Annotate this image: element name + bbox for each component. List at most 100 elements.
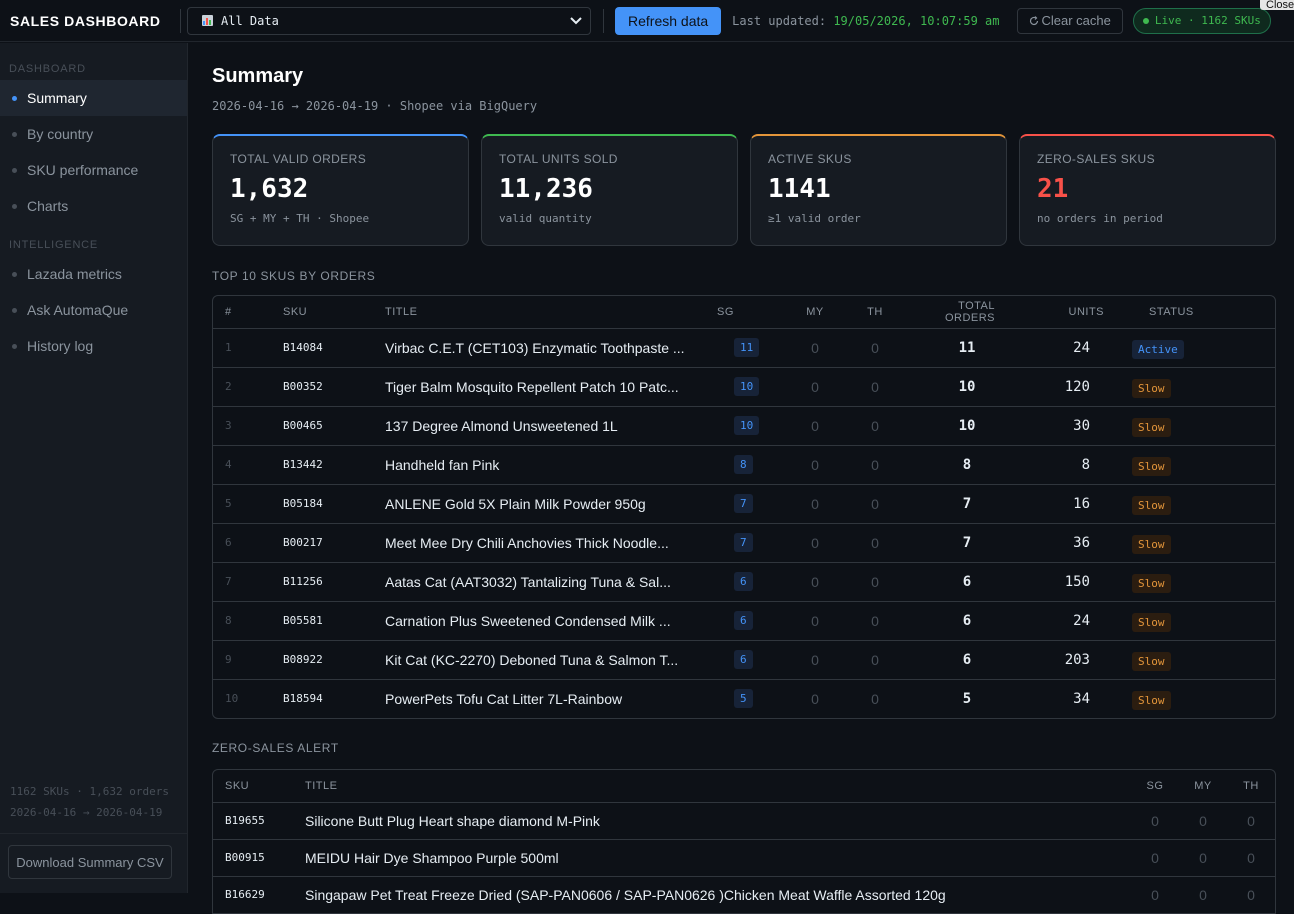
sidebar-item-by-country[interactable]: By country — [0, 116, 187, 152]
my-cell: 0 — [785, 523, 845, 563]
live-status-label: Live · 1162 SKUs — [1154, 14, 1261, 27]
status-badge: Slow — [1132, 573, 1171, 593]
bullet-icon — [12, 167, 17, 173]
status-cell: Slow — [1129, 562, 1275, 602]
my-cell: 0 — [1179, 802, 1227, 840]
sg-count-pill: 5 — [734, 689, 753, 709]
sg-cell: 8 — [717, 445, 785, 485]
col-header-sku[interactable]: SKU — [213, 770, 305, 803]
table-row[interactable]: 3 B00465 137 Degree Almond Unsweetened 1L 1… — [213, 406, 1275, 446]
total-orders-cell: 11 — [905, 328, 1017, 368]
th-cell: 0 — [845, 406, 905, 446]
sku-cell: B13442 — [283, 445, 385, 485]
sidebar-item-label: History log — [27, 338, 94, 354]
title-text: Meet Mee Dry Chili Anchovies Thick Noodl… — [385, 534, 669, 551]
kpi-hint: SG + MY + TH · Shopee — [230, 212, 370, 225]
kpi-hint: no orders in period — [1037, 212, 1163, 225]
table-row[interactable]: B00915 MEIDU Hair Dye Shampoo Purple 500m… — [213, 839, 1275, 877]
sidebar-item-summary[interactable]: Summary — [0, 80, 187, 116]
status-badge: Slow — [1132, 378, 1171, 398]
clear-cache-button[interactable]: Clear cache — [1016, 7, 1123, 34]
col-header-status[interactable]: STATUS — [1129, 296, 1275, 329]
sidebar-item-ask-automaque[interactable]: Ask AutomaQue — [0, 292, 187, 328]
refresh-data-button[interactable]: Refresh data — [615, 6, 722, 35]
th-cell: 0 — [845, 484, 905, 524]
sg-cell: 0 — [1131, 802, 1179, 840]
sidebar-section-intelligence: INTELLIGENCE — [9, 239, 99, 251]
table-row[interactable]: 10 B18594 PowerPets Tofu Cat Litter 7L-Rai… — [213, 679, 1275, 718]
col-header-sku[interactable]: SKU — [283, 296, 385, 329]
col-header-my[interactable]: MY — [1179, 770, 1227, 803]
sku-cell: B05184 — [283, 484, 385, 524]
my-cell: 0 — [1199, 886, 1207, 903]
kpi-label: TOTAL VALID ORDERS — [230, 152, 367, 166]
chevron-down-icon — [570, 16, 582, 24]
col-header-title[interactable]: TITLE — [385, 296, 717, 329]
top-bar: SALES DASHBOARD All Data Refresh data La… — [0, 0, 1294, 42]
sidebar-item-history-log[interactable]: History log — [0, 328, 187, 364]
col-header-rank[interactable]: # — [213, 296, 283, 329]
sg-count-pill: 8 — [734, 455, 753, 474]
download-summary-csv-button[interactable]: Download Summary CSV — [8, 845, 172, 879]
col-header-units[interactable]: UNITS — [1017, 296, 1129, 329]
title-text: Virbac C.E.T (CET103) Enzymatic Toothpas… — [385, 339, 685, 356]
status-badge: Slow — [1132, 651, 1171, 671]
col-header-title[interactable]: TITLE — [305, 770, 1131, 803]
app-title: SALES DASHBOARD — [10, 12, 161, 29]
sidebar-item-lazada-metrics[interactable]: Lazada metrics — [0, 256, 187, 292]
title-cell: Virbac C.E.T (CET103) Enzymatic Toothpas… — [385, 328, 717, 368]
sku-cell: B08922 — [283, 640, 385, 680]
table-row[interactable]: 2 B00352 Tiger Balm Mosquito Repellent Pat… — [213, 367, 1275, 407]
status-cell: Slow — [1129, 601, 1275, 641]
table-row[interactable]: 7 B11256 Aatas Cat (AAT3032) Tantalizing T… — [213, 562, 1275, 602]
col-header-sg[interactable]: SG — [717, 296, 785, 329]
status-badge: Slow — [1132, 495, 1171, 515]
title-cell: Tiger Balm Mosquito Repellent Patch 10 P… — [385, 367, 717, 407]
title-text: Carnation Plus Sweetened Condensed Milk … — [385, 612, 671, 629]
total-orders-value: 6 — [962, 573, 972, 590]
my-cell: 0 — [1179, 839, 1227, 877]
sidebar-item-charts[interactable]: Charts — [0, 188, 187, 224]
units-cell: 120 — [1017, 367, 1129, 407]
col-header-sg[interactable]: SG — [1131, 770, 1179, 803]
zero-sales-table: SKU TITLE SG MY TH B19655 Silicone Butt P… — [212, 769, 1276, 914]
total-orders-value: 8 — [962, 456, 972, 473]
sidebar-item-sku-performance[interactable]: SKU performance — [0, 152, 187, 188]
units-cell: 16 — [1017, 484, 1129, 524]
close-tooltip[interactable]: Close — [1260, 0, 1294, 10]
total-orders-cell: 10 — [905, 406, 1017, 446]
my-cell: 0 — [785, 601, 845, 641]
units-cell: 30 — [1017, 406, 1129, 446]
table-row[interactable]: 4 B13442 Handheld fan Pink 8 0 0 8 8 Slow — [213, 445, 1275, 485]
top10-section-title: TOP 10 SKUS BY ORDERS — [212, 269, 376, 283]
table-row[interactable]: 5 B05184 ANLENE Gold 5X Plain Milk Powder … — [213, 484, 1275, 524]
table-row[interactable]: 6 B00217 Meet Mee Dry Chili Anchovies Thic… — [213, 523, 1275, 563]
units-cell: 24 — [1017, 328, 1129, 368]
my-cell: 0 — [785, 406, 845, 446]
col-header-th[interactable]: TH — [1227, 770, 1275, 803]
data-source-select[interactable]: All Data — [187, 6, 591, 35]
sku-cell: B00352 — [283, 367, 385, 407]
title-text: Handheld fan Pink — [385, 456, 500, 473]
table-row[interactable]: B19655 Silicone Butt Plug Heart shape dia… — [213, 802, 1275, 840]
table-row[interactable]: 1 B14084 Virbac C.E.T (CET103) Enzymatic T… — [213, 328, 1275, 368]
table-row[interactable]: 9 B08922 Kit Cat (KC-2270) Deboned Tuna & … — [213, 640, 1275, 680]
th-cell: 0 — [845, 445, 905, 485]
th-cell: 0 — [1227, 839, 1275, 877]
sg-count-pill: 6 — [734, 650, 753, 669]
title-cell: PowerPets Tofu Cat Litter 7L-Rainbow — [385, 679, 717, 718]
col-header-total-orders[interactable]: TOTAL ORDERS — [905, 296, 1017, 329]
sg-count-pill: 6 — [734, 611, 753, 630]
col-header-th[interactable]: TH — [845, 296, 905, 329]
units-cell: 24 — [1017, 601, 1129, 641]
total-orders-value: 5 — [962, 690, 972, 707]
bullet-icon — [12, 95, 17, 101]
kpi-label: TOTAL UNITS SOLD — [499, 152, 618, 166]
table-row[interactable]: 8 B05581 Carnation Plus Sweetened Condense… — [213, 601, 1275, 641]
table-row[interactable]: B16629 Singapaw Pet Treat Freeze Dried (S… — [213, 876, 1275, 913]
title-text: ANLENE Gold 5X Plain Milk Powder 950g — [385, 495, 646, 512]
sidebar-item-label: Ask AutomaQue — [27, 302, 129, 318]
bullet-icon — [12, 343, 17, 349]
col-header-my[interactable]: MY — [785, 296, 845, 329]
status-badge: Slow — [1132, 612, 1171, 632]
